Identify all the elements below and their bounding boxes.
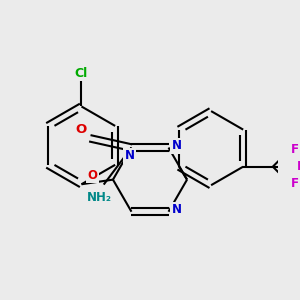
Text: N: N (172, 203, 182, 216)
Text: Cl: Cl (75, 67, 88, 80)
Text: NH₂: NH₂ (87, 191, 112, 204)
Text: N: N (172, 139, 182, 152)
Text: F: F (297, 160, 300, 173)
Text: N: N (124, 149, 135, 162)
Text: O: O (88, 169, 98, 182)
Text: F: F (290, 143, 298, 156)
Text: O: O (75, 122, 86, 136)
Text: F: F (290, 177, 298, 190)
Text: N: N (171, 202, 181, 215)
